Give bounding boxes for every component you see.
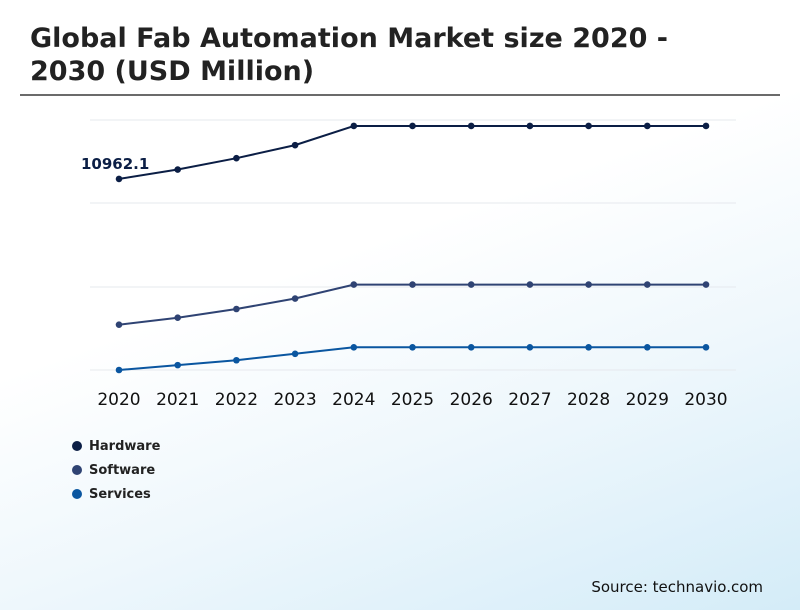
legend-label-0: Hardware — [89, 438, 161, 454]
x-tick-label-3: 2023 — [273, 390, 316, 410]
data-point-s1-0 — [115, 321, 123, 328]
series-line-0 — [118, 125, 706, 180]
chart-title: Global Fab Automation Market size 2020 -… — [30, 23, 668, 87]
data-point-s1-8 — [585, 281, 592, 288]
legend-item-1: Software — [72, 458, 160, 482]
source-credit: Source: technavio.com — [591, 578, 763, 596]
data-point-s1-10 — [702, 281, 710, 288]
data-point-s2-7 — [526, 344, 534, 351]
data-point-s2-8 — [585, 344, 592, 351]
legend-marker-1 — [72, 465, 82, 475]
legend-marker-0 — [72, 441, 82, 451]
x-tick-label-9: 2029 — [626, 390, 669, 410]
title-divider — [20, 94, 780, 96]
data-point-s0-8 — [585, 122, 592, 130]
data-point-s0-0 — [115, 175, 123, 183]
x-tick-label-7: 2027 — [508, 390, 551, 410]
x-tick-label-10: 2030 — [684, 390, 727, 410]
data-point-s0-5 — [409, 122, 416, 130]
data-point-s0-4 — [350, 122, 358, 130]
x-tick-label-5: 2025 — [391, 390, 434, 410]
chart-legend: Hardware Software Services — [72, 434, 160, 506]
data-point-s2-3 — [291, 350, 299, 358]
data-point-s1-7 — [526, 281, 534, 288]
data-point-s2-9 — [644, 344, 651, 351]
x-tick-label-0: 2020 — [97, 390, 140, 410]
legend-item-0: Hardware — [72, 434, 160, 458]
data-label-0: 10962.1 — [81, 155, 149, 173]
data-point-s2-0 — [115, 366, 123, 374]
data-point-s0-3 — [291, 141, 299, 149]
data-point-s2-1 — [174, 361, 181, 369]
series-line-2 — [118, 346, 706, 371]
legend-label-1: Software — [89, 462, 156, 478]
data-point-s0-6 — [467, 122, 475, 130]
data-point-s1-3 — [291, 295, 299, 302]
x-tick-label-2: 2022 — [215, 390, 258, 410]
legend-marker-2 — [72, 489, 82, 499]
data-point-s2-2 — [233, 356, 240, 364]
data-point-s1-9 — [644, 281, 651, 288]
data-point-s2-5 — [409, 344, 416, 351]
legend-label-2: Services — [89, 486, 151, 502]
x-tick-label-4: 2024 — [332, 390, 375, 410]
data-point-s1-2 — [233, 305, 240, 313]
data-point-s0-9 — [644, 122, 651, 130]
data-point-s1-4 — [350, 281, 358, 288]
data-point-s1-5 — [409, 281, 416, 288]
data-point-s2-10 — [702, 344, 710, 351]
data-point-s0-2 — [233, 154, 240, 162]
data-point-s0-10 — [702, 122, 710, 130]
data-point-s1-6 — [467, 281, 475, 288]
series-line-1 — [118, 283, 706, 326]
data-point-s0-7 — [526, 122, 534, 130]
data-point-s1-1 — [174, 314, 181, 322]
data-point-s2-4 — [350, 344, 358, 351]
data-point-s2-6 — [467, 344, 475, 351]
x-tick-label-8: 2028 — [567, 390, 610, 410]
x-tick-label-6: 2026 — [450, 390, 493, 410]
x-tick-label-1: 2021 — [156, 390, 199, 410]
legend-item-2: Services — [72, 482, 160, 506]
data-point-s0-1 — [174, 166, 181, 173]
